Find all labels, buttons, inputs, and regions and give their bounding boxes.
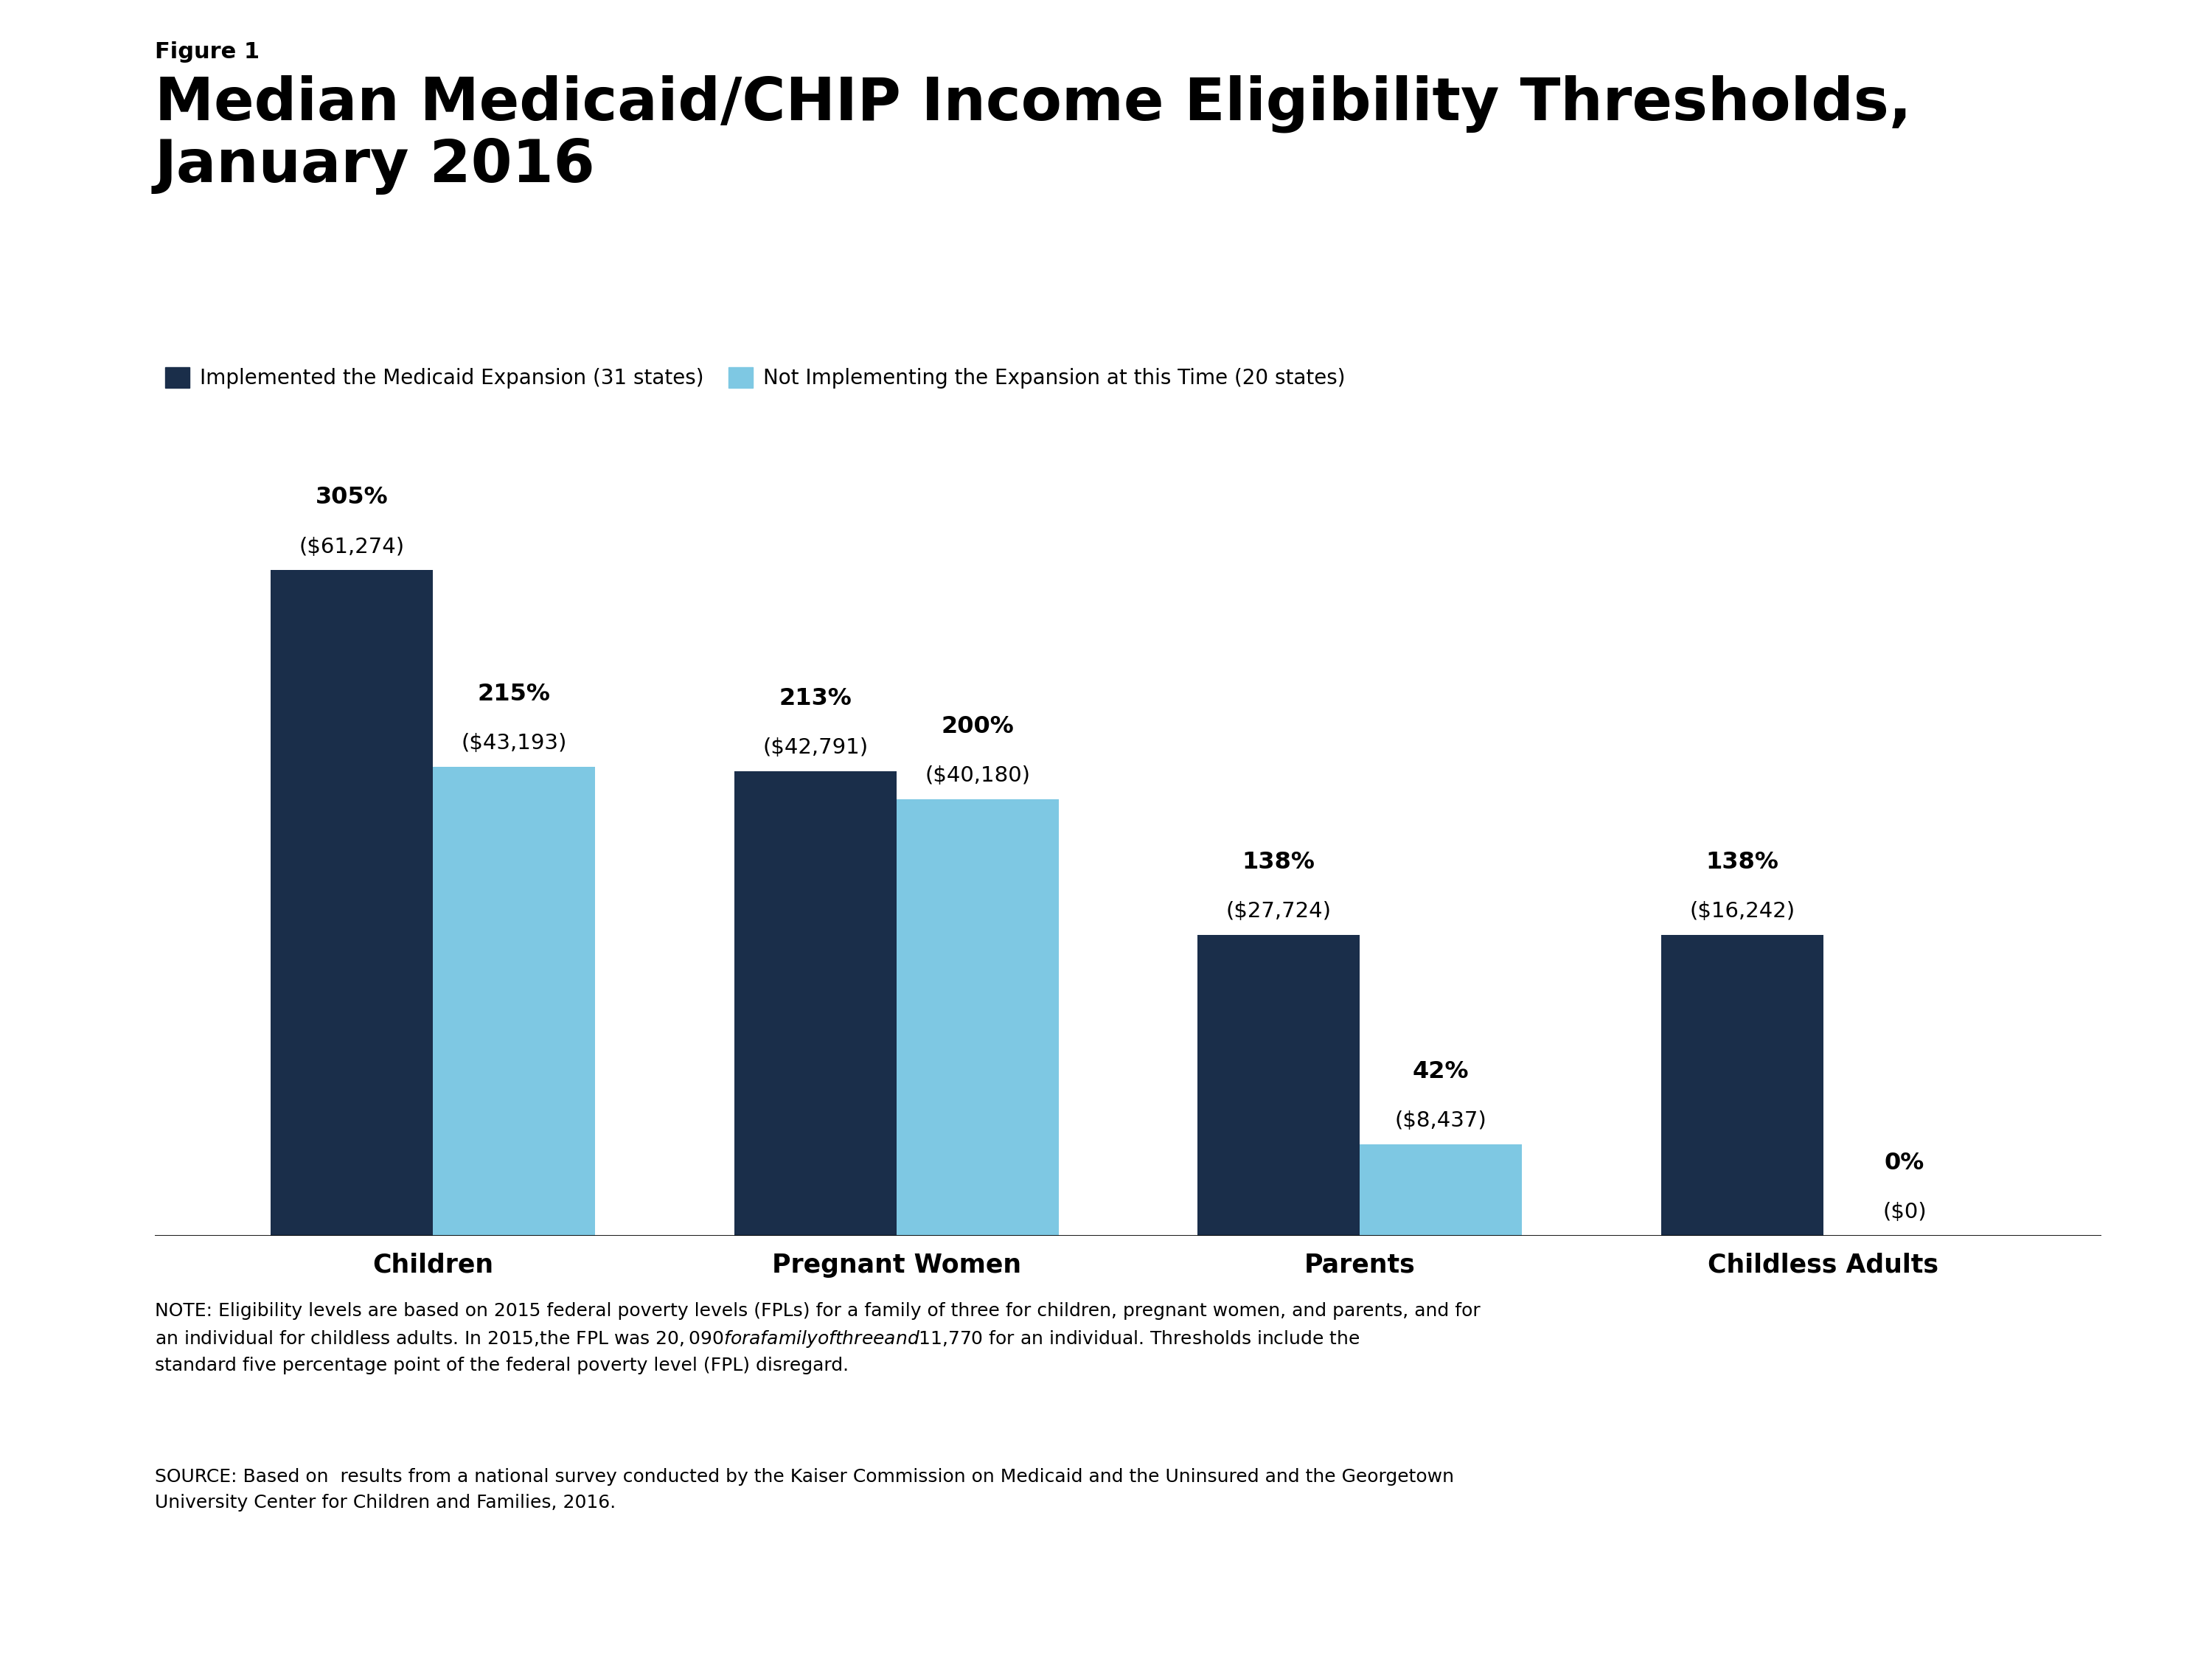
Text: Parents: Parents	[1305, 1253, 1416, 1277]
Text: 305%: 305%	[316, 486, 387, 509]
Bar	[734, 771, 896, 1236]
Bar	[434, 766, 595, 1236]
Text: 215%: 215%	[478, 682, 551, 705]
Text: 42%: 42%	[1413, 1060, 1469, 1083]
Text: ($0): ($0)	[1882, 1203, 1927, 1223]
Text: 138%: 138%	[1705, 851, 1778, 874]
Text: Median Medicaid/CHIP Income Eligibility Thresholds,
January 2016: Median Medicaid/CHIP Income Eligibility …	[155, 75, 1911, 194]
Text: KAISER
FAMILY: KAISER FAMILY	[1958, 1445, 2035, 1488]
Text: Pregnant Women: Pregnant Women	[772, 1253, 1022, 1277]
Text: ($8,437): ($8,437)	[1396, 1110, 1486, 1131]
Text: Figure 1: Figure 1	[155, 41, 259, 63]
Text: Childless Adults: Childless Adults	[1708, 1253, 1938, 1277]
Text: THE HENRY J.: THE HENRY J.	[1953, 1369, 2039, 1382]
Text: 213%: 213%	[779, 687, 852, 710]
Text: ($61,274): ($61,274)	[299, 536, 405, 557]
Text: SOURCE: Based on  results from a national survey conducted by the Kaiser Commiss: SOURCE: Based on results from a national…	[155, 1468, 1453, 1511]
Bar	[1360, 1145, 1522, 1236]
Text: ($40,180): ($40,180)	[925, 766, 1031, 786]
Bar	[270, 571, 434, 1236]
Text: NOTE: Eligibility levels are based on 2015 federal poverty levels (FPLs) for a f: NOTE: Eligibility levels are based on 20…	[155, 1302, 1480, 1375]
Text: ($43,193): ($43,193)	[460, 733, 566, 753]
Text: Children: Children	[372, 1253, 493, 1277]
Text: 200%: 200%	[940, 715, 1013, 738]
Bar	[1661, 934, 1823, 1236]
Text: 138%: 138%	[1243, 851, 1316, 874]
Text: ($42,791): ($42,791)	[763, 737, 867, 758]
Bar	[896, 800, 1060, 1236]
Text: ($27,724): ($27,724)	[1225, 901, 1332, 922]
Text: 0%: 0%	[1885, 1151, 1924, 1175]
Bar	[1197, 934, 1360, 1236]
Text: FOUNDATION: FOUNDATION	[1953, 1588, 2039, 1601]
Legend: Implemented the Medicaid Expansion (31 states), Not Implementing the Expansion a: Implemented the Medicaid Expansion (31 s…	[166, 367, 1345, 388]
Text: ($16,242): ($16,242)	[1690, 901, 1794, 922]
